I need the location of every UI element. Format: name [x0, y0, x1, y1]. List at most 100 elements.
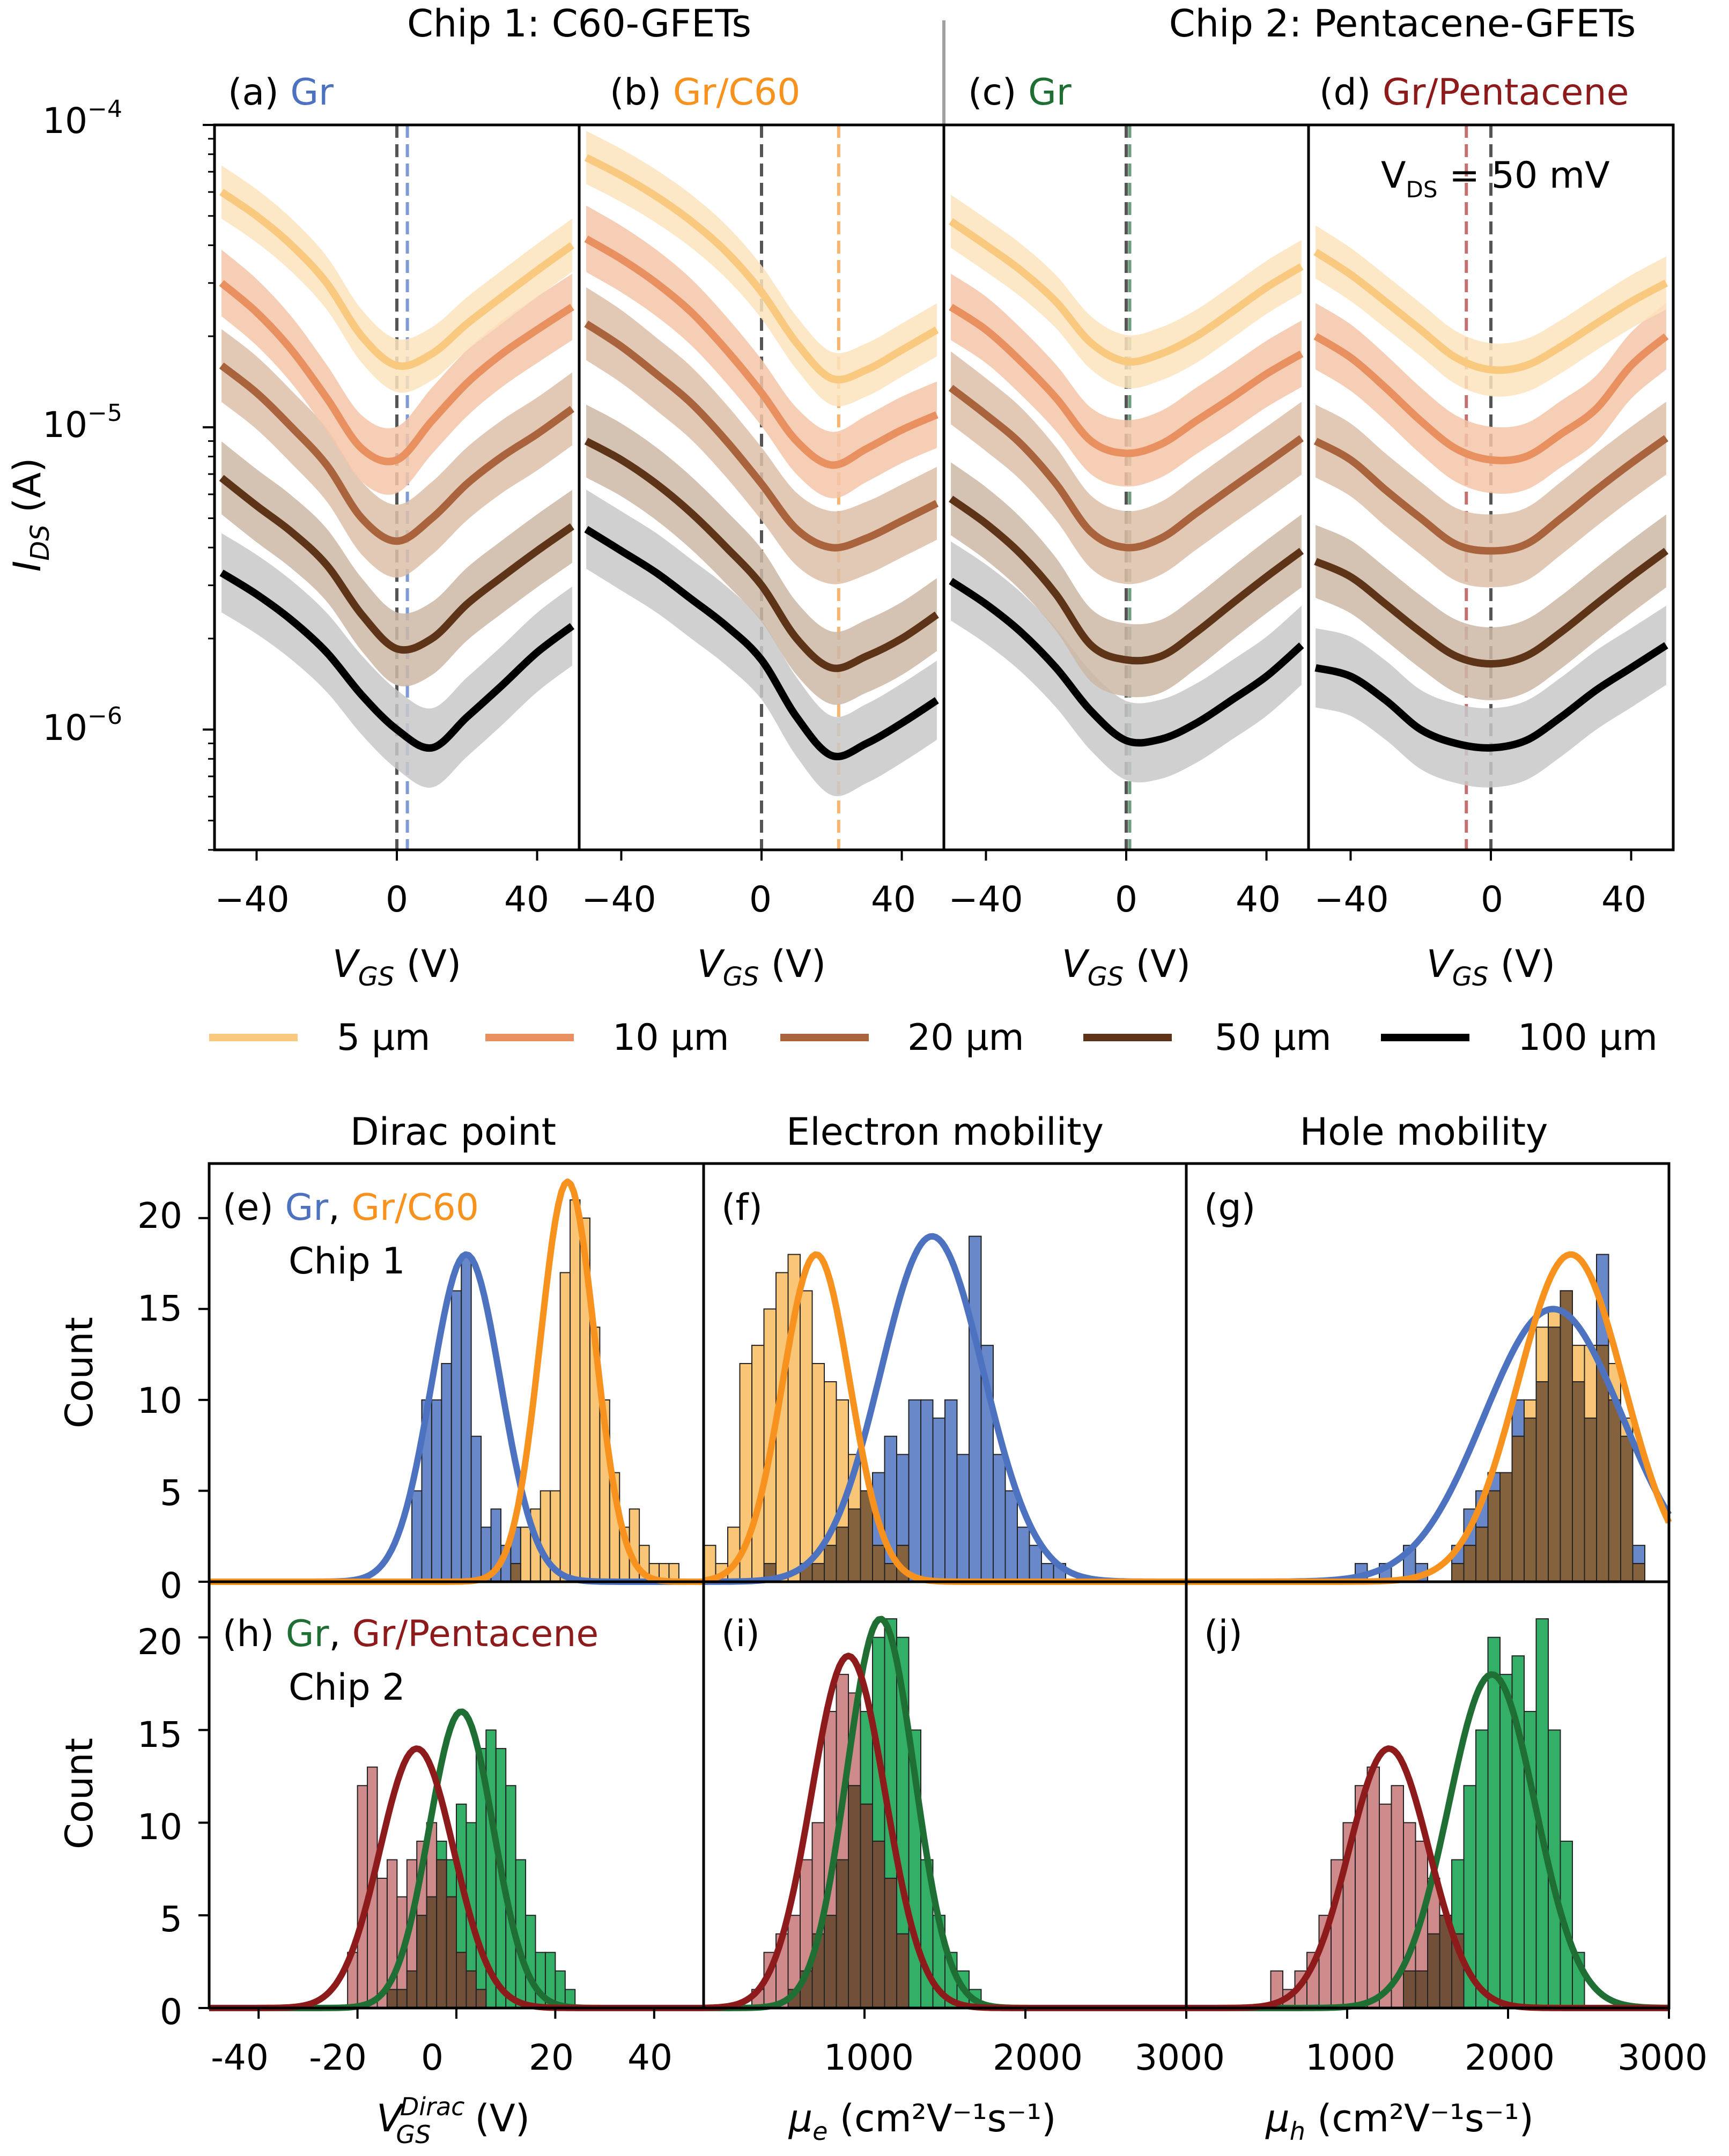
- bar-1-0-20: [944, 1399, 958, 1583]
- overlap-4-6: [860, 1803, 873, 2009]
- overlap-2-37: [1632, 1563, 1645, 1582]
- curve-1-2: [584, 320, 939, 552]
- xtick-label-g-2000: 2000: [1465, 2037, 1555, 2078]
- panel-d-plot: [1307, 123, 1675, 861]
- xtick-label-c-0: 0: [1115, 879, 1137, 920]
- bar-1-1-4: [751, 1345, 765, 1582]
- xtick-label-a-40: 40: [504, 879, 549, 920]
- overlap-3-9: [475, 1989, 487, 2009]
- hist-frame-5: [1185, 1580, 1671, 2010]
- band-0-3: [221, 441, 572, 687]
- band-2-2: [951, 351, 1302, 584]
- panel-label-c: (c) Gr: [968, 71, 1072, 114]
- legend: 5 µm 10 µm 20 µm 50 µm 100 µm: [209, 1017, 1658, 1059]
- bar-1-0-24: [993, 1454, 1006, 1582]
- overlap-5-0: [1403, 1970, 1416, 2009]
- ytick-label-1e-6: 10−6: [42, 702, 122, 749]
- ytick-label-count-10-lower: 10: [137, 1806, 182, 1848]
- bar-0-0-3: [441, 1363, 452, 1582]
- overlap-2-24: [1475, 1527, 1489, 1583]
- panel-label-i: (i): [721, 1613, 760, 1655]
- curve-0-0: [219, 189, 574, 370]
- bar-5-0-8: [1499, 1673, 1513, 2009]
- legend-label-20um: 20 µm: [907, 1017, 1024, 1059]
- band-3-0: [1316, 225, 1666, 397]
- curve-2-4: [949, 577, 1304, 747]
- panel-label-d: (d) Gr/Pentacene: [1319, 71, 1629, 114]
- bar-1-0-27: [1029, 1545, 1042, 1582]
- chip1-title: Chip 1: C60-GFETs: [407, 2, 751, 46]
- xtick-label-e-neg40: -40: [211, 2037, 269, 2078]
- band-0-0: [221, 165, 572, 393]
- band-1-4: [586, 490, 937, 796]
- curve-2-1: [949, 303, 1304, 457]
- band-2-3: [951, 462, 1302, 698]
- curve-0-3: [219, 475, 574, 654]
- overlap-4-8: [884, 1878, 897, 2009]
- ytick-label-count-15-lower: 15: [137, 1714, 182, 1755]
- overlap-1-12: [848, 1508, 861, 1583]
- band-1-0: [586, 131, 937, 406]
- panel-h-plot: [198, 1580, 705, 2019]
- overlap-2-35: [1608, 1399, 1621, 1583]
- bar-5-0-7: [1487, 1636, 1501, 2009]
- panel-f-plot: [702, 1162, 1188, 1585]
- bottom-ytick-labels: 0 5 10 15 20 0 5 10 15 20: [137, 1195, 182, 2033]
- legend-label-50um: 50 µm: [1215, 1017, 1332, 1059]
- bottom-xtick-labels: -40 -20 0 20 40 1000 2000 3000 1000 2000…: [211, 2037, 1708, 2078]
- panel-label-j: (j): [1204, 1613, 1243, 1655]
- overlap-2-31: [1560, 1290, 1573, 1583]
- panel-label-a: (a) Gr: [228, 71, 334, 114]
- band-2-1: [951, 273, 1302, 487]
- curve-2-3: [949, 495, 1304, 665]
- curve-1-0: [584, 154, 939, 384]
- xlabel-b: VGS (V): [697, 942, 826, 992]
- band-3-3: [1316, 514, 1666, 700]
- overlap-1-9: [811, 1563, 825, 1582]
- overlap-5-1: [1415, 1970, 1428, 2009]
- overlap-2-26: [1499, 1472, 1513, 1582]
- xlabel-f: μe (cm²V⁻¹s⁻¹): [788, 2096, 1056, 2146]
- ytick-label-count-20-lower: 20: [137, 1621, 182, 1663]
- xtick-label-f-1000: 1000: [824, 2037, 914, 2078]
- band-2-4: [951, 541, 1302, 783]
- curve-3-2: [1313, 435, 1668, 555]
- overlap-2-25: [1487, 1490, 1501, 1583]
- band-0-4: [221, 533, 572, 788]
- xtick-label-e-20: 20: [529, 2037, 574, 2078]
- bar-0-0-6: [470, 1435, 482, 1582]
- curve-1-1: [584, 235, 939, 469]
- top-y-axis-label: IDS (A): [5, 458, 55, 572]
- overlap-4-5: [848, 1785, 861, 2009]
- xtick-label-g-1000: 1000: [1305, 2037, 1395, 2078]
- bar-0-1-3: [540, 1490, 551, 1583]
- overlap-2-32: [1572, 1381, 1585, 1583]
- ytick-label-count-10-upper: 10: [137, 1380, 182, 1421]
- ytick-label-count-0-lower: 0: [160, 1991, 182, 2033]
- bar-5-0-6: [1475, 1729, 1489, 2009]
- overlap-2-33: [1584, 1417, 1597, 1583]
- overlap-4-9: [896, 1933, 910, 2009]
- ytick-label-count-5-upper: 5: [160, 1472, 182, 1514]
- overlap-1-15: [884, 1563, 897, 1582]
- bar-0-1-5: [559, 1272, 571, 1582]
- xtick-label-c-40: 40: [1236, 879, 1281, 920]
- bar-5-1-9: [1379, 1803, 1392, 2009]
- xtick-label-a-0: 0: [386, 879, 408, 920]
- overlap-1-14: [872, 1545, 885, 1582]
- xtick-label-d-neg40: −40: [1314, 879, 1388, 920]
- xtick-label-c-neg40: −40: [948, 879, 1023, 920]
- panel-label-b: (b) Gr/C60: [610, 71, 800, 114]
- panel-label-g: (g): [1204, 1187, 1255, 1229]
- curve-2-2: [948, 384, 1304, 552]
- overlap-3-7: [456, 1952, 467, 2009]
- band-1-2: [586, 287, 937, 584]
- overlap-2-28: [1524, 1417, 1537, 1583]
- panel-label-e: (e) Gr, Gr/C60: [223, 1187, 479, 1229]
- overlap-3-8: [466, 1970, 477, 2009]
- bar-0-1-1: [520, 1527, 531, 1583]
- band-2-0: [951, 195, 1302, 389]
- panel-e-chip: Chip 1: [289, 1240, 405, 1283]
- xtick-label-d-40: 40: [1601, 879, 1646, 920]
